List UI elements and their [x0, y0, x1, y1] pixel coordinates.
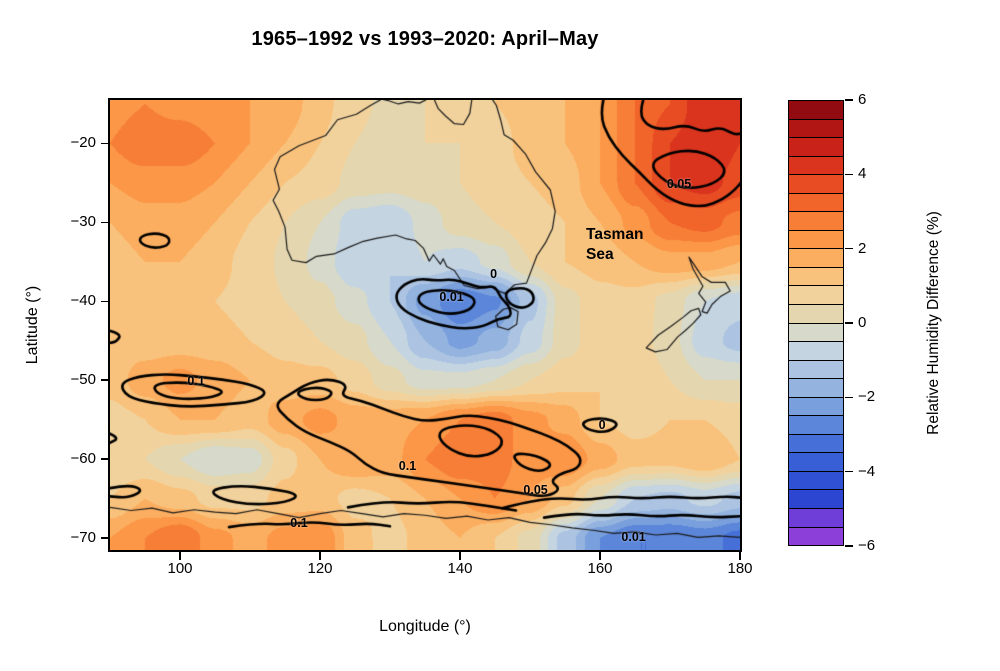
y-tick-label: −30 [70, 213, 96, 231]
y-tick-label: −70 [70, 529, 96, 547]
y-axis-label: Latitude (°) [24, 285, 41, 365]
colorbar-cell [789, 323, 843, 343]
y-tick-mark [101, 221, 109, 224]
colorbar-tick-mark [845, 247, 853, 250]
x-tick-label: 100 [167, 560, 193, 577]
colorbar-cell [789, 416, 843, 435]
heatmap-canvas [110, 100, 740, 550]
y-tick-mark [101, 379, 109, 382]
x-tick-mark [179, 552, 181, 560]
colorbar-cell [789, 193, 843, 213]
colorbar-cell [789, 286, 843, 306]
colorbar-cell [789, 230, 843, 250]
colorbar [788, 100, 844, 546]
y-tick-mark [101, 300, 109, 303]
x-tick-label: 180 [727, 560, 753, 577]
colorbar-cell [789, 267, 843, 287]
y-tick-label: −20 [70, 134, 96, 152]
colorbar-tick-label: 0 [858, 314, 867, 331]
colorbar-tick-mark [845, 470, 853, 473]
colorbar-cell [789, 490, 843, 510]
colorbar-cell [789, 397, 843, 417]
colorbar-tick-mark [845, 396, 853, 399]
x-axis-label: Longitude (°) [379, 618, 471, 635]
colorbar-cell [789, 249, 843, 268]
colorbar-tick-label: −6 [858, 537, 876, 554]
x-tick-label: 140 [447, 560, 473, 577]
colorbar-cell [789, 119, 843, 139]
colorbar-cell [789, 434, 843, 454]
x-tick-mark [319, 552, 321, 560]
colorbar-cell [789, 138, 843, 157]
colorbar-tick-label: 6 [858, 91, 867, 108]
colorbar-tick-label: −2 [858, 388, 876, 406]
y-tick-label: −40 [70, 292, 96, 310]
colorbar-cell [789, 305, 843, 324]
colorbar-tick-mark [845, 545, 853, 547]
x-tick-mark [739, 552, 741, 560]
x-tick-mark [459, 552, 461, 560]
colorbar-tick-label: 4 [858, 165, 867, 183]
colorbar-tick-mark [845, 322, 853, 324]
x-tick-label: 160 [587, 560, 613, 577]
colorbar-cell [789, 509, 843, 528]
map-plot: Tasman Sea 0.05 0.01 0 0.1 0.1 0.05 0 0.01 0.1 [110, 100, 740, 550]
colorbar-cell [789, 453, 843, 472]
chart-title: 1965–1992 vs 1993–2020: April–May [251, 28, 599, 50]
colorbar-cell [789, 212, 843, 231]
colorbar-cell [789, 360, 843, 380]
y-tick-label: −50 [70, 371, 96, 389]
y-tick-mark [101, 537, 109, 539]
x-tick-label: 120 [307, 560, 333, 577]
colorbar-cell [789, 471, 843, 491]
colorbar-tick-label: −4 [858, 462, 876, 480]
colorbar-cell [789, 175, 843, 194]
colorbar-tick-mark [845, 99, 853, 101]
colorbar-cell [789, 156, 843, 176]
colorbar-cell [789, 101, 843, 120]
colorbar-tick-label: 2 [858, 239, 867, 257]
y-tick-mark [101, 458, 109, 460]
y-tick-label: −60 [70, 450, 96, 468]
x-tick-mark [599, 552, 601, 560]
colorbar-label: Relative Humidity Difference (%) [925, 211, 942, 435]
colorbar-tick-mark [845, 173, 853, 176]
colorbar-cell [789, 527, 843, 546]
colorbar-cell [789, 379, 843, 398]
y-tick-mark [101, 142, 109, 145]
colorbar-cell [789, 342, 843, 361]
